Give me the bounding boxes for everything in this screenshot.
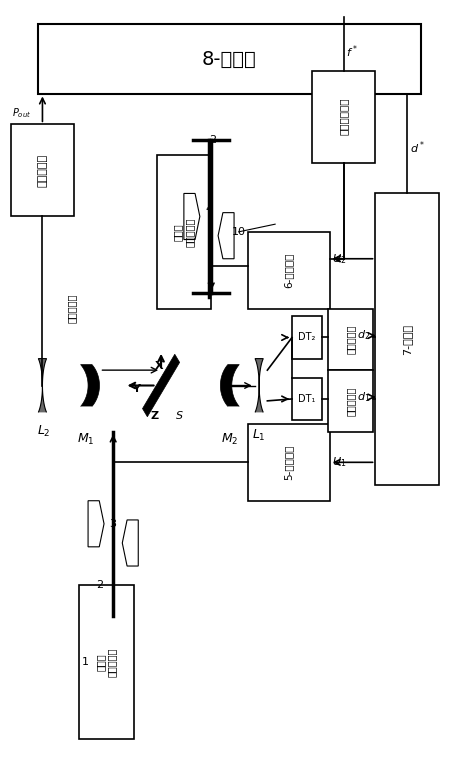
Text: $U_2$: $U_2$ (332, 252, 346, 266)
Polygon shape (184, 194, 200, 240)
FancyBboxPatch shape (79, 585, 134, 739)
Text: $f^*$: $f^*$ (346, 43, 358, 59)
PathPatch shape (220, 365, 239, 406)
Text: $d_2$: $d_2$ (357, 328, 370, 342)
FancyBboxPatch shape (312, 70, 375, 163)
Text: 7-控制器: 7-控制器 (403, 324, 413, 355)
Polygon shape (122, 520, 138, 566)
Text: Z: Z (150, 411, 158, 421)
Text: DT₁: DT₁ (298, 394, 315, 404)
Text: X: X (155, 362, 163, 372)
Text: 步进式
压电驱动器: 步进式 压电驱动器 (95, 648, 117, 677)
FancyBboxPatch shape (248, 424, 330, 500)
Polygon shape (218, 213, 234, 259)
Text: 10: 10 (232, 227, 246, 237)
Text: $M_2$: $M_2$ (221, 432, 238, 447)
Text: $L_1$: $L_1$ (252, 428, 266, 443)
Text: 5-驱动电源: 5-驱动电源 (284, 445, 294, 480)
Text: DT₂: DT₂ (298, 332, 315, 342)
Text: 6-驱动电源: 6-驱动电源 (284, 253, 294, 288)
Text: 8-计算机: 8-计算机 (202, 49, 257, 69)
Text: $L_2$: $L_2$ (37, 424, 50, 439)
Text: 位移传感器: 位移传感器 (346, 386, 355, 416)
Text: $M_1$: $M_1$ (77, 432, 95, 447)
FancyBboxPatch shape (292, 316, 322, 359)
Text: 2: 2 (96, 581, 103, 591)
Text: Y: Y (132, 384, 140, 394)
FancyBboxPatch shape (157, 155, 211, 308)
Polygon shape (88, 500, 104, 547)
FancyBboxPatch shape (328, 370, 373, 432)
Text: 1: 1 (82, 657, 90, 667)
Text: $P_{out}$: $P_{out}$ (12, 106, 32, 120)
FancyBboxPatch shape (248, 232, 330, 308)
Polygon shape (142, 354, 179, 417)
FancyBboxPatch shape (375, 194, 439, 486)
Text: 步进式
压电驱动器: 步进式 压电驱动器 (173, 217, 195, 247)
FancyBboxPatch shape (328, 308, 373, 370)
FancyBboxPatch shape (11, 124, 74, 217)
Text: $d_1$: $d_1$ (357, 390, 370, 404)
Text: 3: 3 (110, 519, 117, 529)
FancyBboxPatch shape (38, 25, 421, 93)
Text: S: S (176, 411, 183, 421)
PathPatch shape (81, 365, 100, 406)
Text: 位移传感器: 位移传感器 (346, 325, 355, 354)
Text: 4: 4 (206, 204, 213, 214)
FancyBboxPatch shape (292, 378, 322, 420)
Text: 功率探测器: 功率探测器 (38, 154, 47, 187)
PathPatch shape (39, 359, 46, 412)
Text: 谐振腔本体: 谐振腔本体 (67, 294, 77, 323)
Text: 太赫兹信号源: 太赫兹信号源 (339, 98, 348, 136)
Text: $d^*$: $d^*$ (410, 139, 425, 156)
PathPatch shape (255, 359, 263, 412)
Text: 2: 2 (209, 135, 216, 145)
Text: $U_1$: $U_1$ (332, 456, 346, 470)
